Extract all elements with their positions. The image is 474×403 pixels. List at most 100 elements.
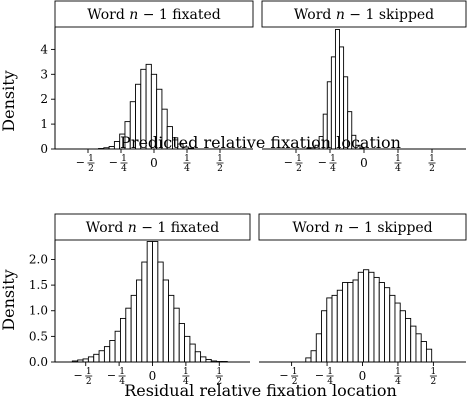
tick-numerator: 1	[183, 367, 189, 377]
tick-denominator: 2	[88, 164, 94, 174]
histogram-bar	[168, 294, 175, 363]
tick-numerator: 1	[217, 154, 223, 164]
x-tick-label: 12	[429, 367, 437, 387]
x-tick-label: 0	[360, 156, 368, 170]
histogram-bar	[141, 261, 148, 363]
histogram-bar	[352, 279, 359, 363]
x-tick-label: −14	[109, 154, 128, 174]
x-tick-label: −12	[279, 367, 299, 387]
x-tick-label: −14	[315, 367, 334, 387]
histogram-bar	[389, 294, 396, 363]
y-tick-label: 3	[40, 67, 48, 81]
x-tick-label: 14	[183, 154, 191, 174]
histogram-bar	[136, 279, 143, 363]
histogram-bar	[326, 297, 333, 363]
tick-numerator: 1	[216, 367, 222, 377]
histogram-bar	[109, 340, 116, 363]
histogram-bar	[146, 241, 153, 363]
tick-sign: −	[74, 369, 83, 382]
panel-strip	[258, 213, 467, 241]
histogram-bar	[410, 325, 417, 363]
histogram-bar	[405, 317, 412, 363]
x-tick-label: −12	[74, 367, 93, 387]
histogram-bar	[342, 282, 349, 363]
x-tick-label: −12	[76, 154, 95, 174]
y-tick-label: 0	[40, 142, 48, 156]
histogram-bar	[357, 271, 364, 363]
tick-numerator: 1	[119, 367, 125, 377]
histogram-bar	[157, 261, 164, 363]
histogram-bar	[378, 282, 385, 363]
tick-numerator: 1	[86, 367, 92, 377]
panel-title: Word n − 1 fixated	[86, 220, 219, 236]
y-tick-label: 4	[40, 42, 48, 56]
x-tick-label: −12	[284, 154, 303, 174]
tick-denominator: 2	[431, 377, 437, 387]
tick-denominator: 2	[292, 377, 298, 387]
tick-denominator: 4	[330, 164, 336, 174]
tick-denominator: 2	[429, 164, 435, 174]
histogram-bar	[315, 333, 322, 363]
panel-strip	[54, 213, 251, 241]
panel-title: Word n − 1 skipped	[294, 7, 434, 23]
x-tick-label: 12	[215, 367, 223, 387]
histogram-bar	[305, 357, 312, 363]
histogram-bar	[373, 276, 380, 363]
y-tick-label: 0.5	[29, 329, 48, 343]
tick-numerator: 1	[292, 367, 298, 377]
x-axis-label: Predicted relative fixation location	[120, 133, 401, 152]
x-tick-label: 0	[149, 369, 157, 383]
tick-numerator: 1	[296, 154, 302, 164]
histogram-bar	[125, 307, 132, 363]
histogram-bar	[420, 341, 427, 363]
histogram-bar	[399, 310, 406, 363]
tick-sign: −	[318, 156, 327, 169]
histogram-bar	[336, 289, 343, 363]
y-tick-label: 0.0	[29, 355, 48, 369]
x-tick-label: 0	[359, 369, 367, 383]
panel-strip	[261, 0, 467, 28]
x-tick-label: 14	[394, 154, 402, 174]
x-tick-label: 0	[150, 156, 158, 170]
histogram-bar	[98, 350, 105, 363]
tick-denominator: 4	[327, 377, 333, 387]
tick-sign: −	[315, 369, 324, 382]
histogram-bar	[321, 310, 328, 363]
tick-sign: −	[279, 369, 288, 382]
tick-numerator: 1	[330, 154, 336, 164]
tick-numerator: 1	[327, 367, 333, 377]
x-tick-label: 12	[428, 154, 436, 174]
histogram-bar	[130, 294, 137, 363]
tick-sign: −	[76, 156, 85, 169]
histogram-bar	[173, 307, 180, 363]
tick-denominator: 2	[217, 164, 223, 174]
panel-title: Word n − 1 fixated	[87, 7, 220, 23]
histogram-bar	[162, 279, 169, 363]
histogram-bar	[347, 282, 354, 363]
histogram-bar	[310, 350, 317, 363]
tick-numerator: 1	[395, 367, 401, 377]
tick-sign: −	[109, 156, 118, 169]
histogram-bar	[189, 343, 196, 363]
tick-numerator: 1	[184, 154, 190, 164]
histogram-bar	[394, 302, 401, 363]
x-tick-label: 14	[182, 367, 190, 387]
x-tick-label: 14	[394, 367, 402, 387]
tick-numerator: 1	[395, 154, 401, 164]
tick-numerator: 1	[431, 367, 437, 377]
histogram-bar	[363, 269, 370, 363]
x-tick-label: 12	[216, 154, 224, 174]
histogram-bar	[119, 317, 127, 363]
tick-sign: −	[284, 156, 293, 169]
tick-denominator: 4	[395, 164, 401, 174]
histogram-bar	[194, 351, 202, 363]
histogram-bar	[93, 353, 100, 363]
y-axis-label: Density	[0, 269, 18, 330]
histogram-bar	[384, 287, 391, 363]
x-tick-label: −14	[318, 154, 337, 174]
